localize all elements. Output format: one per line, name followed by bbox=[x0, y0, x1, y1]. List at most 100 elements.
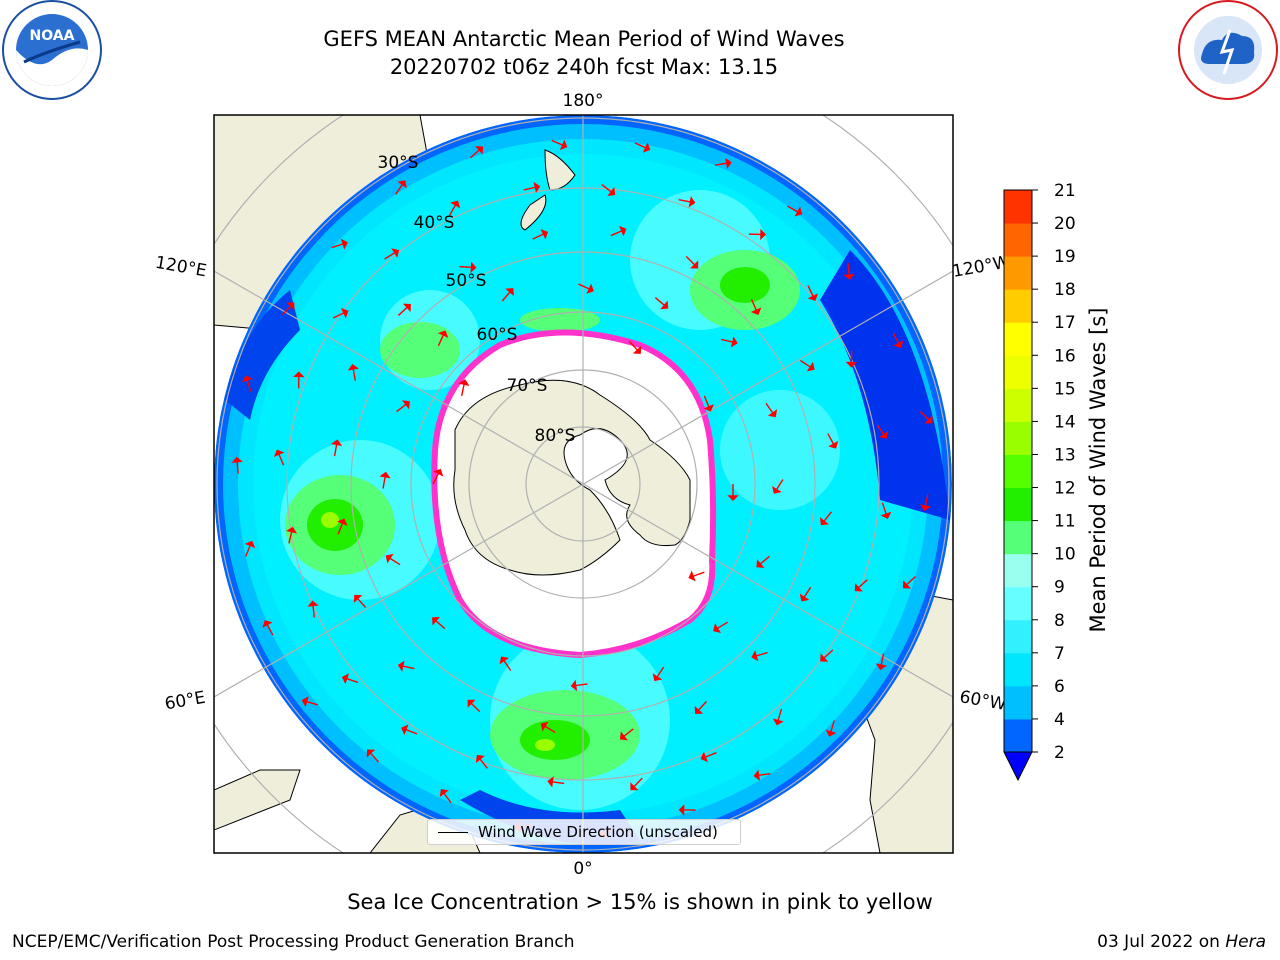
wind-wave-arrowhead bbox=[540, 721, 549, 732]
wind-wave-arrowhead bbox=[878, 430, 889, 439]
wind-wave-arrowhead bbox=[750, 307, 762, 315]
wind-wave-arrowhead bbox=[678, 804, 685, 816]
colorbar-under-triangle bbox=[1003, 751, 1033, 782]
wind-wave-arrow bbox=[236, 461, 239, 474]
wind-wave-arrowhead bbox=[806, 361, 815, 372]
wind-wave-arrowhead bbox=[632, 345, 642, 354]
wind-wave-arrow bbox=[876, 424, 885, 435]
wind-wave-arrowhead bbox=[607, 187, 616, 197]
wind-wave-arrowhead bbox=[772, 485, 782, 494]
colorbar-tick-label: 18 bbox=[1054, 280, 1076, 300]
noaa-logo-text: NOAA bbox=[30, 28, 75, 44]
wind-wave-arrow bbox=[803, 586, 812, 598]
wind-wave-arrow bbox=[633, 777, 643, 788]
wind-wave-arrow bbox=[389, 557, 401, 566]
wind-wave-arrow bbox=[246, 379, 252, 392]
wind-wave-arrow bbox=[906, 576, 916, 586]
wind-wave-arrowhead bbox=[902, 580, 911, 589]
wind-wave-arrow bbox=[775, 479, 784, 490]
wind-wave-arrow bbox=[523, 186, 536, 191]
wind-wave-arrow bbox=[777, 708, 783, 721]
colorbar-segment bbox=[1004, 520, 1032, 555]
wind-wave-arrowhead bbox=[262, 620, 273, 628]
colorbar-tick-label: 6 bbox=[1054, 677, 1065, 697]
wind-wave-arrowhead bbox=[337, 518, 348, 526]
wind-wave-arrow bbox=[755, 651, 768, 657]
wind-wave-arrow bbox=[634, 142, 647, 149]
wind-wave-arrow bbox=[395, 184, 404, 195]
lat-label-80s: 80°S bbox=[535, 426, 576, 446]
wind-wave-arrow bbox=[881, 502, 887, 515]
colorbar-tick-label: 4 bbox=[1054, 710, 1065, 730]
colorbar-segment bbox=[1004, 652, 1032, 687]
wind-wave-arrow bbox=[503, 660, 512, 671]
lon-label-60w: 60°W bbox=[958, 687, 1008, 715]
wind-wave-arrowhead bbox=[652, 673, 663, 682]
wind-wave-arrow bbox=[787, 205, 799, 213]
wind-wave-arrowhead bbox=[753, 769, 760, 781]
wind-wave-arrow bbox=[601, 184, 612, 193]
wind-wave-arrow bbox=[551, 139, 564, 146]
colorbar-segment bbox=[1004, 454, 1032, 489]
wind-wave-arrow bbox=[714, 162, 727, 166]
colorbar-segment bbox=[1004, 289, 1032, 323]
wind-wave-arrowhead bbox=[630, 782, 639, 791]
wind-wave-arrowhead bbox=[241, 375, 253, 383]
wind-wave-arrowhead bbox=[433, 468, 444, 477]
wind-wave-arrow bbox=[532, 233, 544, 240]
colorbar-segment bbox=[1004, 190, 1032, 224]
wind-wave-arrowhead bbox=[385, 553, 394, 564]
wind-wave-arrowhead bbox=[432, 616, 441, 626]
legend-label: Wind Wave Direction (unscaled) bbox=[478, 823, 718, 841]
wind-wave-arrow bbox=[685, 255, 696, 266]
wind-wave-arrowhead bbox=[293, 371, 305, 378]
colorbar-segment bbox=[1004, 487, 1032, 522]
wind-wave-arrowhead bbox=[307, 600, 319, 607]
colorbar-tick-label: 20 bbox=[1054, 214, 1076, 234]
colorbar-segment bbox=[1004, 223, 1032, 257]
wind-wave-arrowhead bbox=[474, 146, 484, 155]
wind-wave-arrow bbox=[479, 758, 488, 769]
wind-wave-arrow bbox=[443, 792, 452, 804]
wind-wave-arrowhead bbox=[875, 663, 887, 671]
wind-wave-arrow bbox=[437, 334, 445, 347]
wind-wave-arrowhead bbox=[391, 248, 400, 258]
wind-wave-arrow bbox=[460, 383, 465, 396]
wind-wave-arrowhead bbox=[703, 404, 714, 412]
wind-wave-arrowhead bbox=[330, 439, 343, 447]
footer-host: Hera bbox=[1225, 932, 1266, 952]
wind-wave-arrow bbox=[288, 531, 293, 544]
wind-wave-arrow bbox=[306, 700, 319, 706]
lat-label-60s: 60°S bbox=[477, 325, 518, 345]
footer-branch: NCEP/EMC/Verification Post Processing Pr… bbox=[12, 932, 575, 952]
wind-wave-arrow bbox=[924, 494, 929, 507]
wind-wave-arrowhead bbox=[286, 302, 295, 311]
wind-wave-arrow bbox=[823, 649, 834, 659]
wind-wave-arrow bbox=[337, 522, 344, 535]
wind-wave-arrow bbox=[678, 198, 691, 203]
colorbar-segment bbox=[1004, 718, 1032, 753]
wind-wave-arrowhead bbox=[570, 679, 578, 692]
wind-wave-arrowhead bbox=[828, 440, 839, 449]
wind-wave-arrow bbox=[892, 332, 900, 344]
wind-wave-arrow bbox=[266, 624, 274, 636]
wind-wave-arrowhead bbox=[470, 261, 477, 273]
wind-wave-arrow bbox=[501, 291, 511, 302]
map-legend: Wind Wave Direction (unscaled) bbox=[427, 819, 741, 845]
wind-wave-arrowhead bbox=[450, 200, 461, 209]
wind-wave-arrowhead bbox=[505, 288, 514, 297]
lat-label-70s: 70°S bbox=[507, 376, 548, 396]
wind-wave-arrowhead bbox=[807, 293, 819, 301]
wind-wave-arrow bbox=[435, 620, 446, 630]
colorbar-label: Mean Period of Wind Waves [s] bbox=[1086, 307, 1110, 633]
wind-wave-arrow bbox=[692, 571, 705, 577]
wind-wave-arrow bbox=[623, 728, 634, 737]
wind-wave-arrowhead bbox=[458, 379, 470, 386]
wind-wave-arrowhead bbox=[397, 180, 407, 189]
wind-wave-arrowhead bbox=[402, 303, 411, 312]
wind-wave-arrowhead bbox=[660, 300, 669, 310]
wind-wave-arrow bbox=[750, 299, 758, 311]
wind-wave-arrow bbox=[402, 665, 415, 670]
lat-label-40s: 40°S bbox=[414, 213, 455, 233]
footer-date-text: 03 Jul 2022 on bbox=[1097, 932, 1226, 952]
